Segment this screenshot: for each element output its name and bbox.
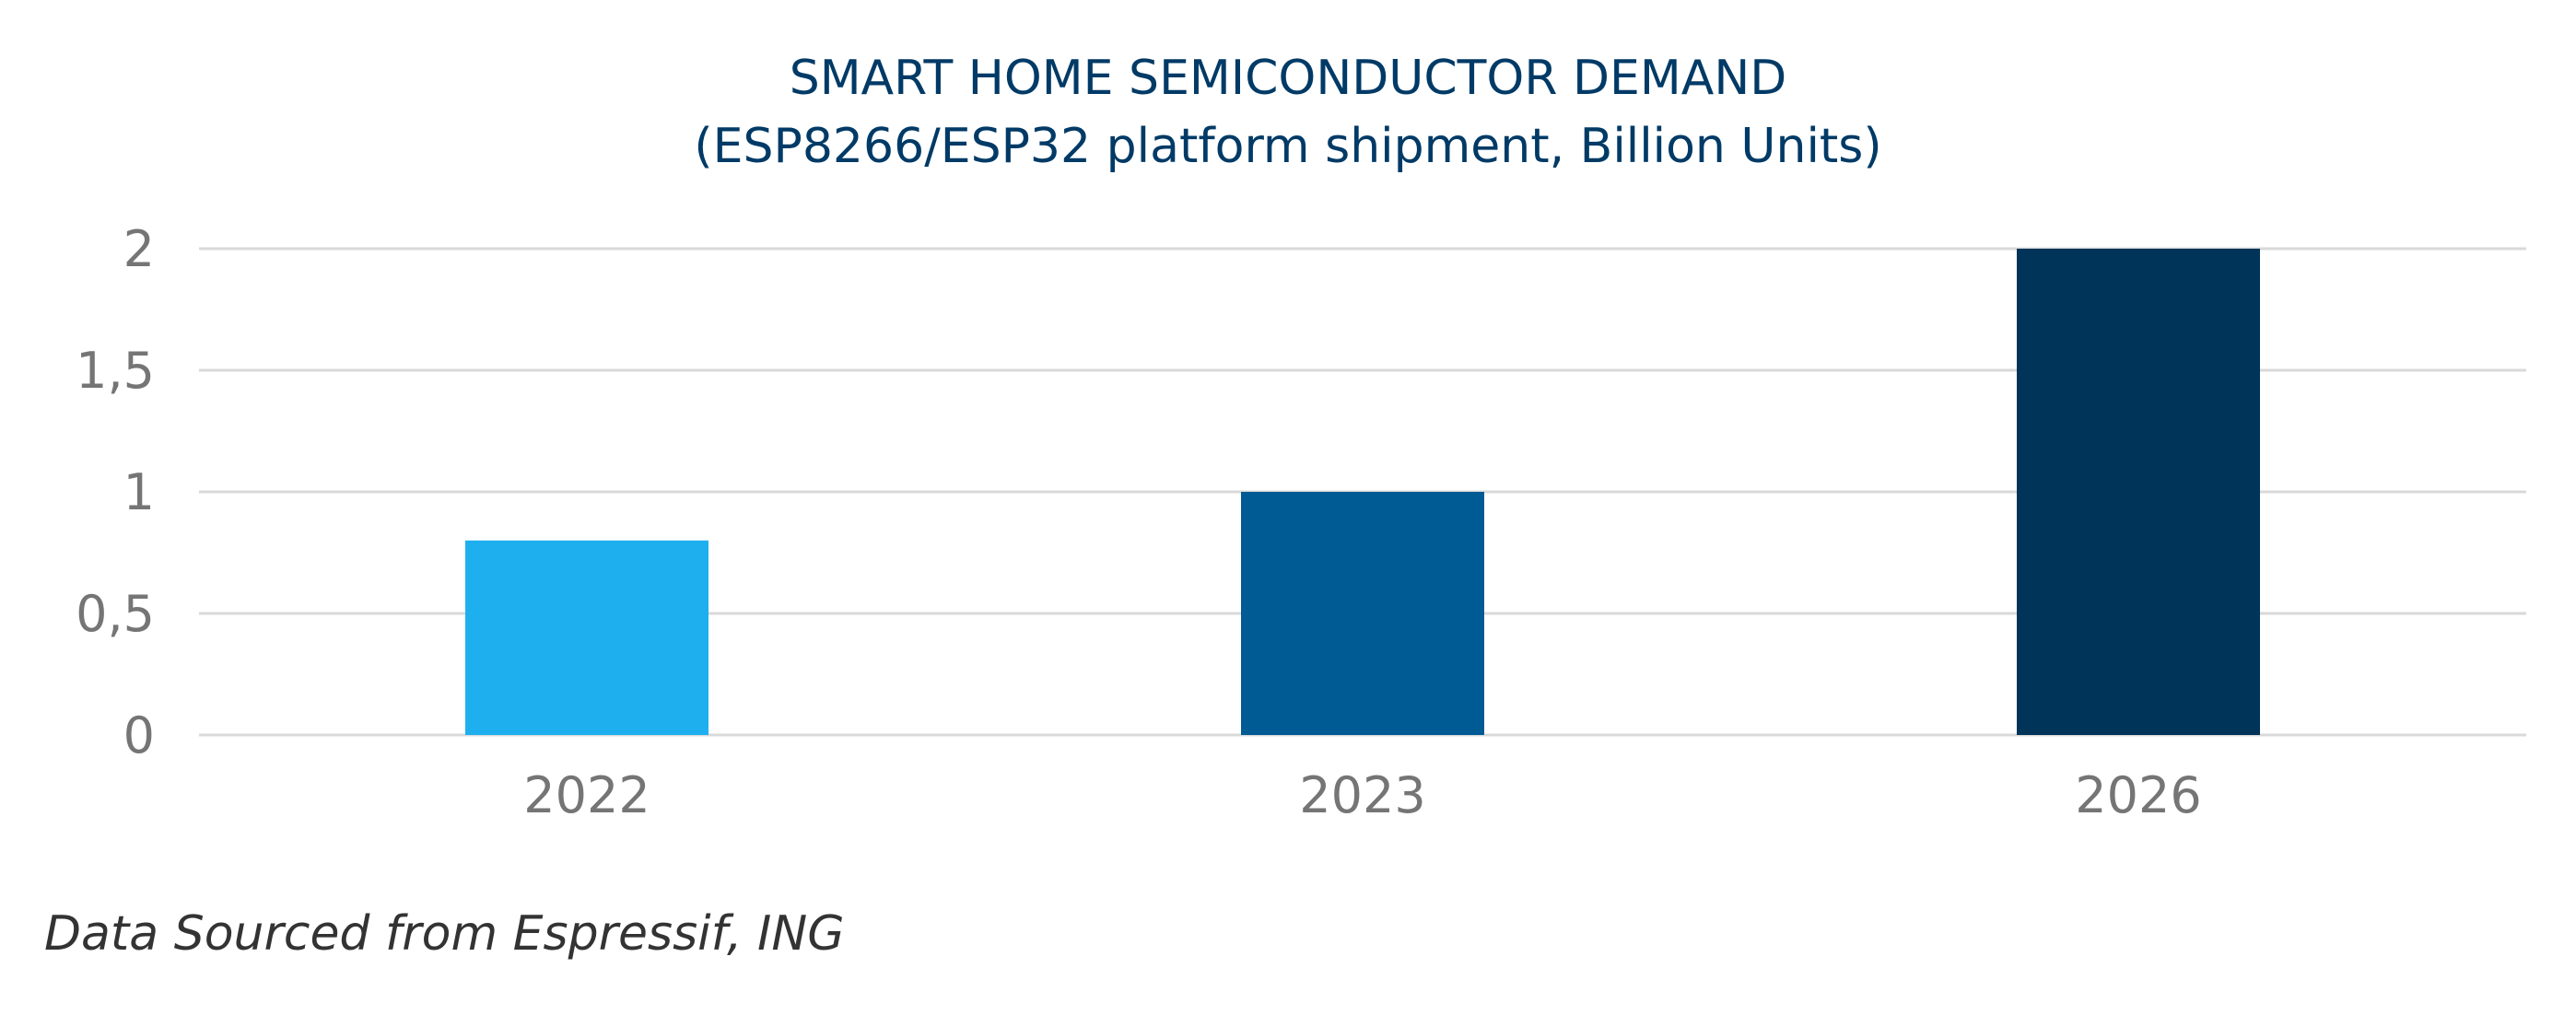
bar-2023	[1241, 492, 1484, 735]
y-tick-label: 1	[123, 463, 155, 521]
y-tick-label: 1,5	[76, 342, 155, 400]
x-tick-label: 2026	[2075, 766, 2201, 824]
y-tick-label: 2	[123, 220, 155, 278]
chart-subtitle: (ESP8266/ESP32 platform shipment, Billio…	[694, 119, 1882, 174]
x-tick-label: 2022	[523, 766, 650, 824]
bar-2026	[2017, 249, 2260, 735]
bar-2022	[465, 540, 708, 735]
chart-title: SMART HOME SEMICONDUCTOR DEMAND	[789, 51, 1787, 106]
y-tick-label: 0	[123, 706, 155, 764]
y-tick-label: 0,5	[76, 585, 155, 643]
x-tick-label: 2023	[1299, 766, 1425, 824]
source-note: Data Sourced from Espressif, ING	[44, 906, 845, 962]
